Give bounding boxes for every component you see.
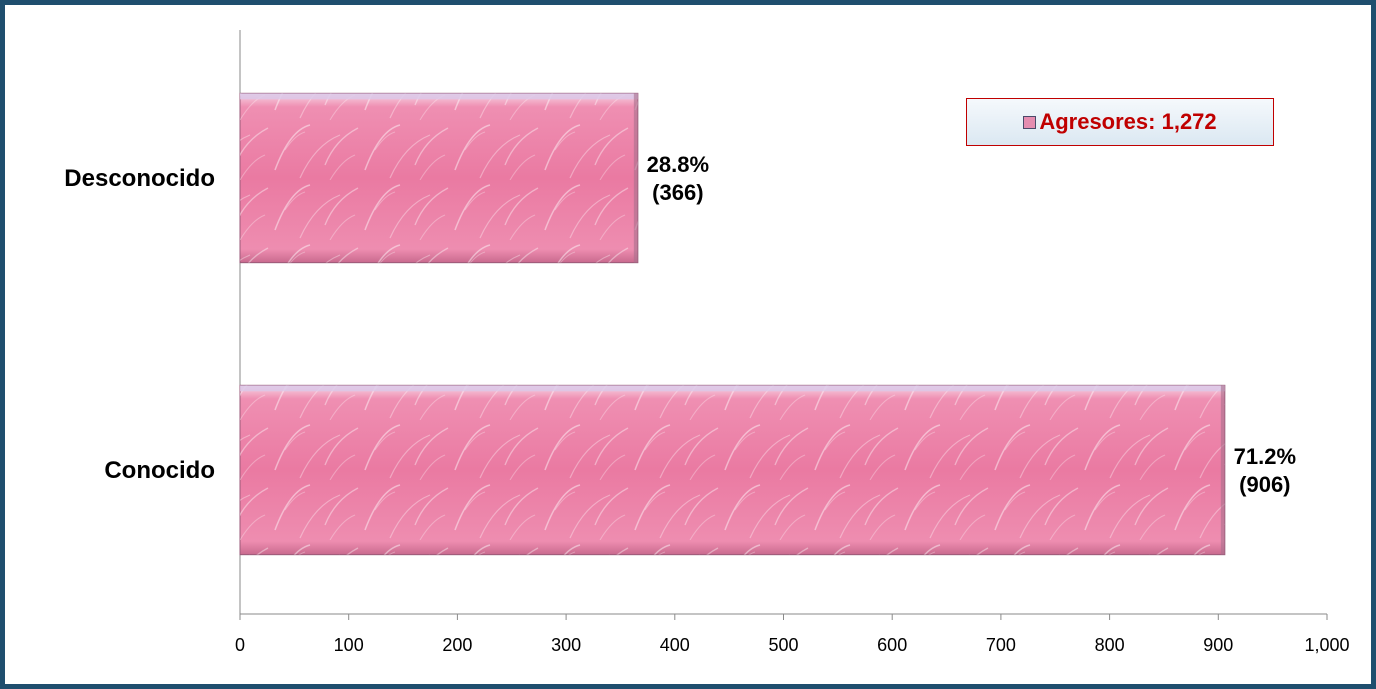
bar-bevel-top (240, 93, 638, 100)
legend-label: Agresores: 1,272 (1039, 109, 1217, 134)
data-label-count: (366) (652, 180, 703, 205)
x-tick-label: 400 (660, 635, 690, 655)
bar-texture (240, 385, 1225, 555)
x-tick-label: 300 (551, 635, 581, 655)
x-tick-label: 0 (235, 635, 245, 655)
data-label-percent: 28.8% (647, 152, 709, 177)
category-label: Desconocido (64, 165, 215, 192)
chart-legend: Agresores: 1,272 (966, 98, 1274, 146)
x-tick-label: 700 (986, 635, 1016, 655)
x-tick-label: 500 (768, 635, 798, 655)
x-tick-label: 800 (1095, 635, 1125, 655)
x-tick-label: 200 (442, 635, 472, 655)
data-label-count: (906) (1239, 472, 1290, 497)
x-tick-label: 1,000 (1304, 635, 1349, 655)
bar-bevel-top (240, 385, 1225, 392)
bar-texture (240, 93, 638, 263)
category-label: Conocido (104, 457, 215, 484)
bar-bevel-right (1220, 385, 1225, 555)
legend-swatch-icon (1023, 115, 1037, 129)
data-label-percent: 71.2% (1234, 444, 1296, 469)
bar-bevel-right (633, 93, 638, 263)
x-tick-label: 900 (1203, 635, 1233, 655)
x-tick-label: 100 (334, 635, 364, 655)
x-tick-label: 600 (877, 635, 907, 655)
